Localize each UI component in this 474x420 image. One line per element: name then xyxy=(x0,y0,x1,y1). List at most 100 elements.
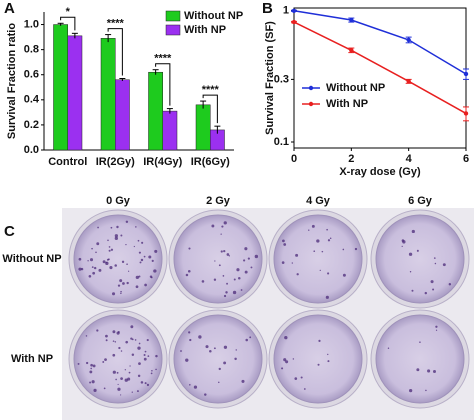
colony xyxy=(141,241,144,244)
colony xyxy=(105,261,109,266)
colony xyxy=(138,362,141,366)
y-tick-label: 0.8 xyxy=(24,44,39,56)
colony xyxy=(102,260,106,264)
colony xyxy=(188,331,191,334)
colony xyxy=(146,383,150,387)
colony xyxy=(153,269,157,273)
colony xyxy=(155,354,158,358)
bar xyxy=(195,104,211,151)
colony xyxy=(401,245,403,247)
x-tick-label: 6 xyxy=(463,153,469,165)
colony xyxy=(77,362,80,365)
colony xyxy=(228,255,230,257)
point xyxy=(463,111,469,116)
y-tick-label: 0.4 xyxy=(24,94,40,106)
colony xyxy=(110,248,114,251)
colony xyxy=(213,347,216,350)
colony xyxy=(139,261,142,264)
colony xyxy=(303,388,306,390)
plate xyxy=(73,314,163,404)
colony xyxy=(98,268,102,272)
colony xyxy=(146,338,149,342)
bar xyxy=(115,79,130,151)
colony xyxy=(120,377,123,380)
colony xyxy=(316,239,320,243)
bar xyxy=(53,24,68,151)
colony xyxy=(211,224,215,228)
colony xyxy=(114,264,117,267)
colony xyxy=(108,246,111,248)
colony xyxy=(120,290,122,293)
x-tick-label: IR(4Gy) xyxy=(143,156,182,168)
y-tick-label: 0.0 xyxy=(24,144,39,156)
colony xyxy=(147,355,150,358)
colony xyxy=(140,258,144,262)
colony xyxy=(125,243,127,246)
legend-marker xyxy=(308,101,314,107)
colony xyxy=(128,371,131,374)
colony xyxy=(117,383,119,386)
x-tick-label: Control xyxy=(48,156,87,168)
colony xyxy=(223,221,227,225)
colony xyxy=(319,269,321,272)
bracket xyxy=(155,63,171,106)
colony xyxy=(292,358,295,360)
colony xyxy=(434,262,437,265)
colony xyxy=(354,247,358,251)
colony xyxy=(180,350,182,352)
colony xyxy=(104,358,107,361)
legend-marker xyxy=(308,85,314,91)
point xyxy=(463,71,469,77)
colony xyxy=(244,270,248,274)
colony xyxy=(119,279,123,283)
colony xyxy=(133,245,135,248)
colony xyxy=(102,361,105,363)
colony xyxy=(128,270,130,272)
colony xyxy=(284,335,288,340)
significance-label: **** xyxy=(202,84,220,96)
plate xyxy=(173,314,263,404)
bar xyxy=(148,71,163,151)
colony xyxy=(254,254,259,259)
colony xyxy=(419,341,421,343)
colony xyxy=(327,272,330,275)
legend-label: With NP xyxy=(184,24,226,36)
colony xyxy=(250,266,253,269)
colony xyxy=(136,390,139,393)
colony xyxy=(89,258,94,262)
colony xyxy=(114,236,118,241)
colony xyxy=(291,262,294,264)
colony xyxy=(124,378,128,382)
colony xyxy=(121,260,125,264)
colony xyxy=(150,276,153,279)
colony xyxy=(427,369,431,373)
colony xyxy=(105,339,108,342)
colony xyxy=(135,275,139,279)
colony xyxy=(151,369,153,372)
colony xyxy=(96,329,99,332)
x-tick-label: IR(2Gy) xyxy=(96,156,135,168)
colony xyxy=(247,257,250,260)
colony xyxy=(240,289,243,291)
colony xyxy=(238,276,241,280)
colony xyxy=(116,331,120,335)
colony xyxy=(129,365,131,367)
colony xyxy=(108,249,111,252)
colony xyxy=(143,255,146,258)
point xyxy=(291,8,297,13)
colony xyxy=(283,243,287,246)
colony xyxy=(88,274,92,278)
colony xyxy=(245,338,249,342)
column-label: 0 Gy xyxy=(106,195,131,207)
colony xyxy=(327,360,330,363)
colony xyxy=(300,376,303,379)
colony xyxy=(120,394,122,396)
colony xyxy=(122,282,125,285)
colony xyxy=(218,367,221,371)
legend-label: Without NP xyxy=(184,10,243,22)
colony xyxy=(125,220,129,223)
colony xyxy=(120,350,123,352)
colony xyxy=(117,387,121,391)
colony xyxy=(85,335,88,337)
y-tick-label: 1.0 xyxy=(24,18,39,30)
